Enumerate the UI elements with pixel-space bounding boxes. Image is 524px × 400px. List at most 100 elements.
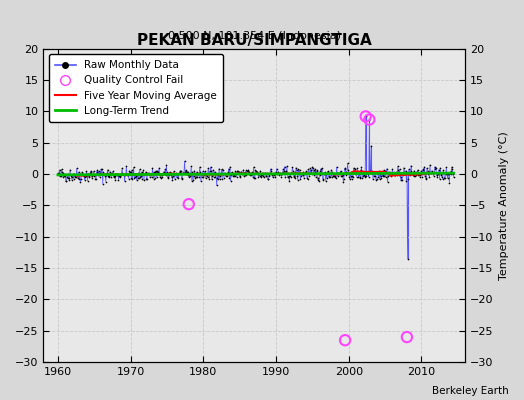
Point xyxy=(95,174,104,180)
Point xyxy=(408,169,417,176)
Point xyxy=(235,169,243,175)
Point xyxy=(340,166,348,172)
Point xyxy=(446,171,455,177)
Point xyxy=(266,166,275,172)
Point xyxy=(264,176,272,182)
Point xyxy=(359,173,367,179)
Point xyxy=(127,174,135,181)
Point xyxy=(215,176,224,182)
Point xyxy=(80,173,88,179)
Point xyxy=(154,170,162,176)
Point xyxy=(302,168,311,174)
Point xyxy=(173,171,181,177)
Point xyxy=(395,171,403,178)
Point xyxy=(354,174,363,180)
Point xyxy=(358,168,367,175)
Point xyxy=(67,172,75,178)
Point xyxy=(338,172,346,179)
Point xyxy=(239,173,248,179)
Point xyxy=(407,162,416,169)
Point xyxy=(193,174,201,180)
Point xyxy=(166,169,174,175)
Point xyxy=(390,172,399,178)
Point xyxy=(309,164,317,171)
Point xyxy=(78,169,86,176)
Point xyxy=(389,169,398,176)
Point xyxy=(64,175,73,181)
Point xyxy=(198,173,206,180)
Point xyxy=(162,162,170,168)
Point xyxy=(191,175,200,181)
Point xyxy=(237,168,245,175)
Point xyxy=(367,143,375,149)
Point xyxy=(245,168,254,175)
Point xyxy=(130,173,139,180)
Point xyxy=(387,170,395,176)
Point xyxy=(354,168,362,175)
Point xyxy=(365,116,374,123)
Point xyxy=(417,168,425,174)
Point xyxy=(145,170,153,177)
Point xyxy=(196,178,205,184)
Point xyxy=(194,170,202,177)
Point xyxy=(442,164,451,171)
Point xyxy=(169,168,178,175)
Point xyxy=(376,170,385,177)
Point xyxy=(241,169,249,176)
Point xyxy=(226,178,235,184)
Point xyxy=(377,174,385,181)
Point xyxy=(225,175,234,182)
Point xyxy=(447,164,456,170)
Point xyxy=(276,170,284,176)
Point xyxy=(118,165,126,171)
Point xyxy=(378,173,387,180)
Point xyxy=(421,174,430,181)
Point xyxy=(285,178,293,184)
Point xyxy=(339,172,347,178)
Point xyxy=(154,168,162,175)
Point xyxy=(186,173,194,179)
Point xyxy=(390,172,398,178)
Point xyxy=(245,171,253,177)
Point xyxy=(261,170,269,176)
Point xyxy=(319,175,327,182)
Point xyxy=(248,170,256,177)
Point xyxy=(398,172,407,178)
Point xyxy=(439,167,447,174)
Point xyxy=(184,174,193,180)
Point xyxy=(406,172,414,178)
Point xyxy=(322,178,330,184)
Point xyxy=(396,166,404,172)
Point xyxy=(342,171,350,178)
Point xyxy=(121,178,129,184)
Point xyxy=(76,178,84,185)
Point xyxy=(442,171,450,178)
Point xyxy=(259,173,268,179)
Point xyxy=(296,176,304,182)
Point xyxy=(180,170,188,176)
Point xyxy=(300,171,309,178)
Point xyxy=(365,116,374,123)
Point xyxy=(54,172,63,178)
Point xyxy=(369,176,377,182)
Point xyxy=(449,171,457,177)
Point xyxy=(313,167,321,173)
Point xyxy=(343,160,352,166)
Point xyxy=(144,170,152,177)
Point xyxy=(315,172,324,178)
Point xyxy=(172,174,181,181)
Point xyxy=(401,171,409,177)
Point xyxy=(423,168,432,174)
Point xyxy=(147,170,156,177)
Point xyxy=(291,169,299,176)
Text: Berkeley Earth: Berkeley Earth xyxy=(432,386,508,396)
Point xyxy=(87,168,95,175)
Point xyxy=(234,170,242,176)
Point xyxy=(384,179,392,185)
Point xyxy=(312,168,321,175)
Point xyxy=(270,170,279,176)
Point xyxy=(350,165,358,171)
Point xyxy=(392,172,401,178)
Point xyxy=(250,175,259,182)
Point xyxy=(155,165,163,171)
